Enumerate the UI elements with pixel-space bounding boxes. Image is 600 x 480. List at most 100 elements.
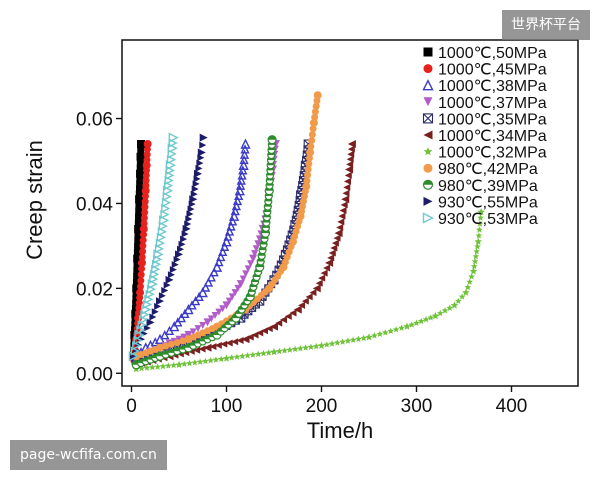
- data-point: [141, 203, 149, 211]
- data-point: [136, 164, 144, 172]
- data-point: [392, 326, 400, 333]
- legend-entry: 980℃,39MPa: [422, 178, 538, 195]
- data-point: [223, 231, 233, 241]
- data-point: [138, 253, 146, 261]
- data-point: [249, 351, 257, 358]
- data-point: [311, 113, 319, 121]
- data-point: [143, 364, 151, 371]
- series-9: [130, 133, 208, 361]
- data-point: [344, 171, 352, 179]
- data-point: [141, 186, 150, 195]
- data-point: [236, 337, 244, 345]
- data-point: [157, 227, 167, 237]
- data-point: [315, 279, 323, 287]
- data-point: [221, 236, 232, 247]
- legend-label: 980℃,39MPa: [438, 178, 538, 195]
- data-point: [305, 293, 313, 301]
- data-point: [347, 150, 355, 158]
- data-point: [154, 333, 166, 345]
- data-point: [291, 345, 299, 353]
- data-point: [142, 161, 151, 170]
- legend-label: 1000℃,50MPa: [438, 45, 547, 62]
- data-point: [190, 190, 198, 198]
- data-point: [133, 261, 141, 269]
- legend-entry: 1000℃,32MPa: [423, 145, 547, 162]
- data-point: [161, 203, 171, 214]
- data-point: [150, 269, 160, 279]
- y-tick-label: 0.04: [76, 194, 113, 215]
- watermark-top-right: 世界杯平台: [502, 10, 590, 40]
- data-point: [235, 180, 246, 190]
- data-point: [304, 165, 312, 173]
- data-point: [365, 333, 373, 341]
- data-point: [137, 320, 147, 330]
- data-point: [165, 160, 177, 171]
- data-point: [143, 156, 151, 164]
- data-point: [347, 140, 356, 149]
- data-point: [154, 244, 165, 254]
- data-point: [189, 328, 197, 336]
- data-point: [340, 201, 348, 209]
- data-point: [187, 205, 195, 213]
- data-point: [441, 307, 449, 314]
- data-point: [137, 140, 145, 149]
- data-point: [180, 333, 188, 341]
- data-point: [307, 143, 315, 151]
- data-point: [135, 195, 144, 204]
- legend-label: 1000℃,45MPa: [438, 62, 547, 79]
- data-point: [192, 180, 200, 188]
- legend-label: 980℃,42MPa: [438, 161, 538, 178]
- data-point: [328, 249, 336, 257]
- data-point: [234, 284, 242, 292]
- data-point: [436, 309, 444, 317]
- data-point: [132, 341, 142, 351]
- data-point: [175, 250, 183, 259]
- data-point: [254, 350, 262, 357]
- data-point: [142, 299, 153, 310]
- data-point: [344, 177, 352, 185]
- data-point: [284, 312, 292, 320]
- data-point: [203, 343, 212, 352]
- data-point: [133, 272, 141, 280]
- data-point: [184, 220, 192, 228]
- data-point: [136, 180, 144, 188]
- data-point: [197, 148, 206, 157]
- data-point: [346, 155, 354, 163]
- data-point: [167, 340, 175, 348]
- data-point: [159, 215, 170, 226]
- data-point: [158, 292, 166, 300]
- data-point: [207, 357, 214, 364]
- data-point: [220, 340, 228, 348]
- data-point: [162, 342, 170, 350]
- data-point: [231, 200, 242, 211]
- data-point: [142, 177, 150, 185]
- data-point: [360, 334, 368, 341]
- data-point: [224, 226, 235, 236]
- data-point: [218, 246, 228, 257]
- data-point: [194, 325, 202, 333]
- data-point: [339, 207, 347, 215]
- x-tick-label: 100: [211, 396, 243, 417]
- legend-entry: 930℃,53MPa: [422, 211, 538, 228]
- data-point: [134, 231, 142, 239]
- data-point: [302, 182, 311, 191]
- data-point: [217, 355, 225, 362]
- data-point: [408, 321, 416, 328]
- data-point: [134, 224, 143, 233]
- data-point: [230, 206, 240, 216]
- data-point: [346, 160, 354, 168]
- data-point: [140, 214, 148, 222]
- data-point: [175, 360, 183, 369]
- data-point: [187, 300, 197, 310]
- data-point: [133, 254, 142, 263]
- data-point: [143, 151, 151, 159]
- data-point: [180, 235, 188, 243]
- data-point: [166, 154, 177, 165]
- data-point: [199, 133, 208, 142]
- data-point: [200, 282, 211, 292]
- legend-marker: [423, 147, 433, 156]
- data-point: [328, 340, 336, 347]
- series-7: [132, 91, 322, 361]
- data-point: [135, 201, 143, 209]
- data-point: [477, 207, 485, 216]
